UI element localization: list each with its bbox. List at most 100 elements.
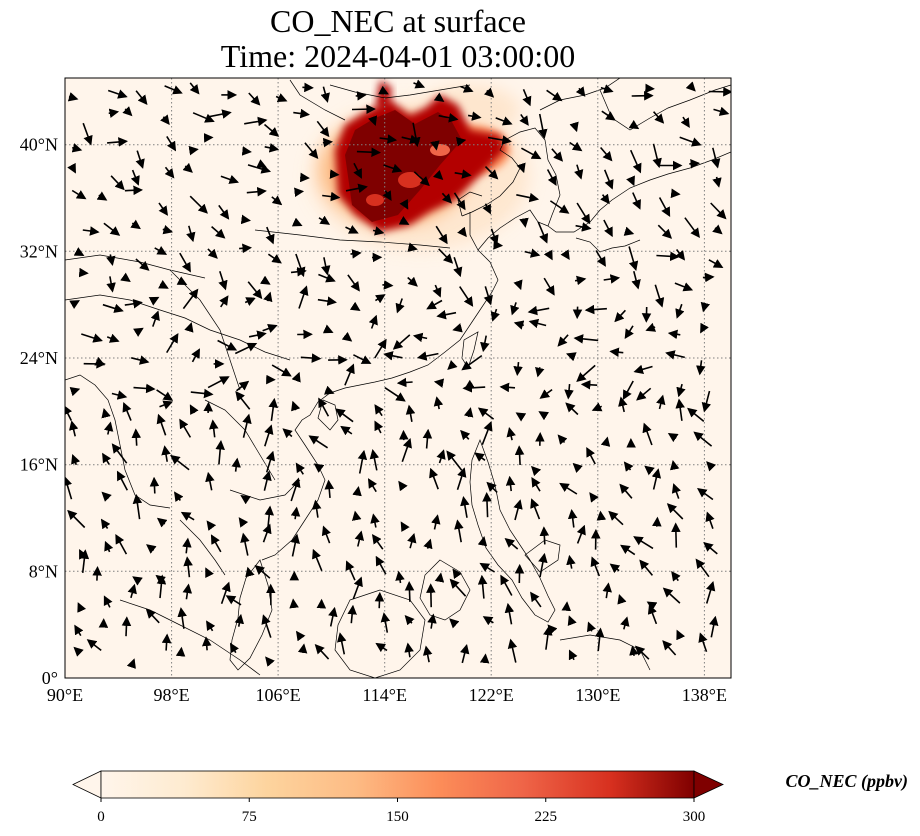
wind-arrow [207, 248, 218, 259]
wind-arrow [219, 295, 229, 308]
wind-arrow [676, 629, 686, 641]
wind-arrow [500, 574, 513, 596]
wind-arrow [79, 549, 90, 573]
y-tick-label-4: 32°N [20, 241, 58, 261]
wind-arrow [127, 583, 137, 599]
wind-arrow [291, 217, 303, 227]
y-axis-labels: 0° 8°N 16°N 24°N 32°N 40°N [20, 135, 58, 688]
wind-arrow [69, 387, 81, 397]
wind-arrow [452, 568, 462, 580]
wind-arrow [546, 89, 563, 102]
wind-arrow [335, 408, 354, 423]
wind-arrow [560, 249, 570, 261]
wind-arrow [628, 246, 639, 272]
wind-arrow [67, 162, 76, 174]
wind-arrow [275, 93, 288, 102]
wind-arrow [180, 511, 195, 521]
colorbar-extend-min [72, 770, 102, 799]
wind-arrow [166, 135, 177, 152]
wind-arrow [600, 84, 614, 94]
wind-arrow [231, 457, 241, 472]
wind-arrow [297, 643, 308, 654]
wind-arrow [182, 583, 193, 600]
wind-arrow [564, 384, 574, 400]
wind-arrow [399, 198, 409, 210]
wind-arrow [71, 143, 83, 153]
wind-arrow [483, 87, 495, 98]
y-tick-label-0: 0° [42, 668, 58, 688]
wind-arrow [372, 226, 385, 236]
wind-arrow [513, 320, 525, 330]
wind-arrow [482, 203, 491, 215]
wind-arrow [173, 491, 184, 503]
wind-arrow [108, 108, 120, 118]
wind-arrow [449, 618, 460, 629]
wind-arrow [158, 279, 169, 289]
wind-arrow [182, 162, 193, 173]
wind-arrow [65, 476, 73, 500]
wind-arrow [106, 254, 116, 266]
wind-arrow [530, 498, 541, 520]
wind-arrow [132, 576, 143, 586]
wind-arrow [538, 411, 550, 421]
wind-arrow [150, 310, 160, 327]
wind-arrow [201, 636, 212, 651]
wind-arrow [576, 364, 596, 383]
wind-arrow [135, 258, 150, 271]
wind-arrow [383, 351, 403, 361]
wind-arrow [449, 578, 467, 597]
wind-arrow [700, 301, 711, 313]
title-line-2: Time: 2024-04-01 03:00:00 [220, 38, 576, 74]
wind-arrow [238, 517, 249, 528]
wind-arrow [236, 380, 250, 392]
wind-arrow [103, 222, 121, 236]
wind-arrow [474, 452, 486, 462]
wind-arrow [318, 273, 336, 283]
wind-arrow [290, 533, 300, 557]
wind-arrow [679, 136, 702, 147]
wind-arrow [350, 249, 362, 259]
wind-arrow [370, 513, 380, 528]
wind-arrow [121, 616, 132, 637]
wind-arrow [329, 169, 340, 179]
wind-arrow [256, 159, 267, 168]
wind-arrow [291, 371, 301, 383]
wind-arrow [320, 86, 330, 103]
wind-arrow [290, 266, 307, 277]
wind-arrow [596, 510, 607, 521]
wind-arrow [549, 200, 570, 214]
wind-arrow [538, 552, 548, 578]
wind-arrow [210, 534, 222, 553]
wind-arrow [312, 548, 323, 572]
wind-arrow [551, 148, 564, 162]
wind-arrow [569, 121, 579, 133]
wind-arrow [407, 532, 417, 549]
colorbar-gradient [100, 770, 695, 799]
wind-arrow [486, 481, 498, 493]
wind-arrow [379, 134, 398, 144]
colorbar-tick-2: 150 [386, 809, 409, 825]
wind-arrow [567, 509, 578, 528]
wind-arrow [78, 267, 89, 278]
wind-arrow [626, 175, 635, 187]
wind-arrow [687, 407, 705, 423]
wind-arrow [242, 413, 252, 438]
wind-arrow [271, 195, 283, 206]
wind-arrow [295, 462, 305, 475]
x-tick-label-6: 138°E [682, 685, 727, 705]
wind-arrow [460, 429, 471, 441]
wind-arrow [263, 291, 273, 303]
wind-arrow [435, 225, 448, 245]
wind-arrow [430, 140, 440, 151]
colorbar-tick-3: 225 [535, 809, 558, 825]
wind-arrow [505, 475, 516, 492]
wind-arrow [164, 85, 183, 95]
wind-arrow [94, 356, 106, 366]
wind-arrow [268, 397, 278, 422]
wind-arrow [701, 390, 712, 413]
wind-arrow [535, 366, 545, 378]
wind-arrow [234, 613, 245, 627]
wind-arrow [490, 308, 500, 322]
colorbar-label: CO_NEC (ppbv) [786, 771, 909, 792]
wind-arrow [531, 465, 542, 477]
